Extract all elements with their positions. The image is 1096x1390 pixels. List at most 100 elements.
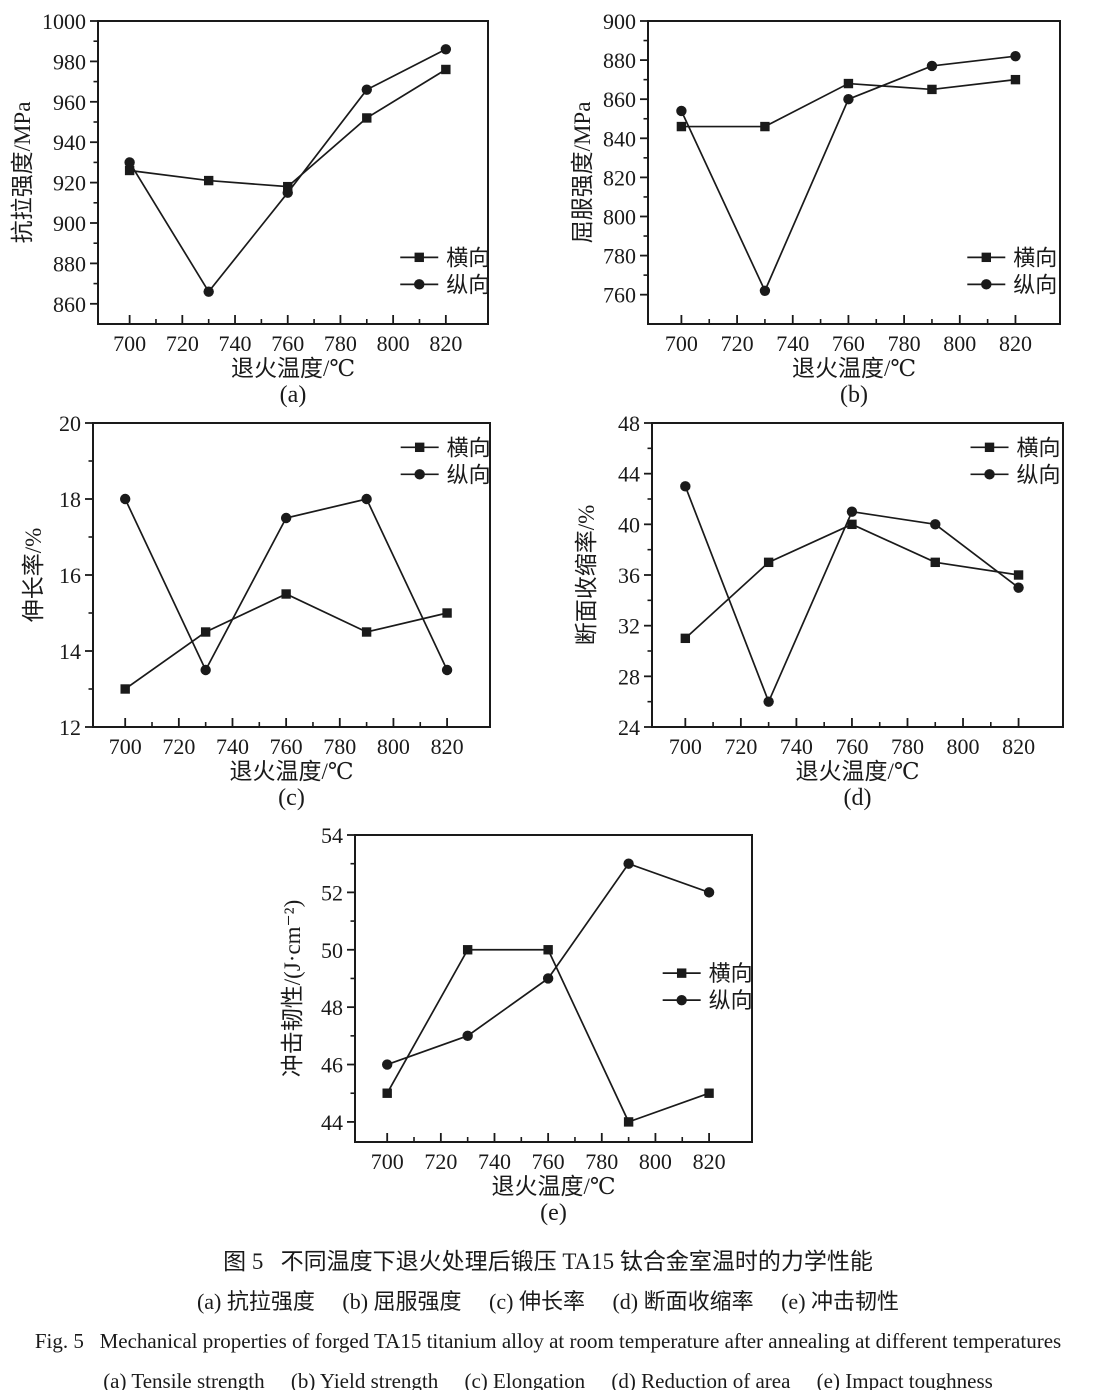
y-tick-label: 760 — [603, 283, 636, 308]
x-tick-label: 720 — [166, 331, 199, 356]
x-tick-label: 700 — [109, 734, 142, 759]
data-point-circle — [843, 93, 854, 105]
y-tick-label: 28 — [618, 664, 640, 689]
data-point-square — [382, 1088, 392, 1098]
data-point-circle — [282, 187, 293, 198]
y-tick-label: 800 — [603, 204, 636, 229]
x-tick-label: 760 — [532, 1149, 565, 1174]
chart-yield-strength: 700 720 740 760 780 800 820 760 780 800 820 840 860 8… — [548, 0, 1096, 408]
data-point-circle — [981, 279, 992, 290]
y-tick-label: 780 — [603, 244, 636, 269]
x-tick-label: 760 — [271, 331, 304, 356]
x-axis-label: 退火温度/℃ — [229, 759, 353, 784]
y-tick-label: 48 — [618, 411, 640, 436]
x-tick-label: 740 — [478, 1149, 511, 1174]
y-tick-label: 860 — [53, 292, 86, 317]
x-axis-label: 退火温度/℃ — [792, 356, 916, 381]
data-point-square — [442, 608, 452, 618]
data-point-circle — [414, 469, 425, 480]
y-tick-label: 52 — [321, 880, 343, 905]
chart-impact-toughness: 700 720 740 760 780 800 820 44 46 48 50 52 54 退火温度/℃ 冲… — [268, 822, 828, 1246]
data-point-circle — [703, 887, 715, 898]
y-tick-label: 36 — [618, 563, 640, 588]
data-point-circle — [759, 285, 771, 296]
data-point-circle — [441, 664, 453, 676]
chart-a-canvas: 700 720 740 760 780 800 820 860 880 900 920 940 960 9… — [10, 9, 490, 408]
data-point-square — [543, 945, 553, 955]
data-point-square — [930, 557, 940, 568]
data-point-square — [760, 121, 770, 132]
y-tick-label: 960 — [53, 90, 86, 115]
y-tick-label: 940 — [53, 130, 86, 155]
data-point-square — [927, 84, 937, 95]
data-point-circle — [440, 44, 452, 55]
data-point-circle — [680, 481, 691, 492]
legend-label: 横向 — [447, 435, 491, 460]
y-tick-label: 44 — [321, 1110, 343, 1135]
x-tick-label: 720 — [424, 1149, 457, 1174]
x-tick-label: 820 — [693, 1149, 726, 1174]
y-tick-label: 12 — [59, 715, 81, 740]
x-tick-label: 700 — [113, 331, 146, 356]
chart-e-canvas: 700 720 740 760 780 800 820 44 46 48 50 52 54 退火温度/℃ 冲… — [280, 823, 753, 1226]
data-point-square — [361, 627, 372, 637]
y-tick-label: 40 — [618, 512, 640, 537]
data-point-square — [1013, 570, 1024, 580]
caption-cn-subitems: (a) 抗拉强度 (b) 屈服强度 (c) 伸长率 (d) 断面收缩率 (e) … — [196, 1288, 900, 1314]
data-point-circle — [926, 60, 938, 72]
x-tick-label: 780 — [323, 734, 356, 759]
y-tick-label: 48 — [321, 995, 343, 1020]
series-line-纵向 — [128, 48, 447, 294]
data-point-square — [200, 627, 211, 637]
series-line-纵向 — [124, 498, 448, 672]
x-tick-label: 740 — [216, 734, 249, 759]
panel-label: (d) — [844, 785, 872, 811]
data-point-circle — [930, 519, 941, 530]
x-tick-label: 800 — [947, 734, 980, 759]
y-axis-label: 屈服强度/MPa — [570, 102, 595, 244]
data-point-circle — [984, 469, 995, 480]
caption-en-title: Fig. 5 Mechanical properties of forged T… — [34, 1329, 1062, 1354]
legend-label: 纵向 — [1013, 272, 1057, 297]
data-point-square — [676, 968, 687, 978]
legend-label: 纵向 — [709, 988, 753, 1013]
y-tick-label: 16 — [59, 563, 81, 588]
data-point-square — [362, 113, 372, 123]
data-point-square — [441, 64, 451, 75]
data-point-square — [414, 442, 425, 453]
data-point-circle — [462, 1030, 473, 1042]
chart-d-canvas: 700 720 740 760 780 800 820 24 28 32 36 40 44 48 退火温度/… — [574, 411, 1064, 811]
chart-tensile-strength: 700 720 740 760 780 800 820 860 880 900 920 940 960 9… — [0, 0, 548, 408]
chart-c-canvas: 700 720 740 760 780 800 820 12 14 16 18 20 退火温度/℃ 伸长率… — [21, 411, 491, 811]
data-point-circle — [124, 157, 135, 168]
legend-label: 横向 — [446, 245, 490, 270]
caption-en-subitems: (a) Tensile strength (b) Yield strength … — [103, 1368, 993, 1390]
plot-frame — [97, 20, 489, 325]
x-tick-label: 740 — [219, 331, 252, 356]
legend-label: 横向 — [1017, 435, 1061, 460]
y-axis-label: 伸长率/% — [21, 528, 46, 623]
data-point-square — [283, 181, 293, 192]
y-tick-label: 1000 — [42, 9, 86, 34]
series-line-纵向 — [386, 862, 710, 1066]
x-tick-label: 820 — [1002, 734, 1035, 759]
y-tick-label: 14 — [59, 639, 81, 664]
x-tick-label: 760 — [832, 331, 865, 356]
data-point-square — [981, 252, 991, 263]
y-tick-label: 24 — [618, 715, 640, 740]
x-tick-label: 760 — [270, 734, 303, 759]
legend-label: 横向 — [1013, 245, 1057, 270]
x-tick-label: 800 — [377, 734, 410, 759]
data-point-circle — [676, 994, 687, 1006]
y-tick-label: 900 — [603, 9, 636, 34]
panel-label: (c) — [278, 785, 305, 811]
data-point-square — [843, 78, 854, 89]
data-point-square — [462, 945, 473, 955]
x-tick-label: 740 — [776, 331, 809, 356]
data-point-circle — [1010, 50, 1021, 62]
data-point-square — [984, 442, 995, 453]
